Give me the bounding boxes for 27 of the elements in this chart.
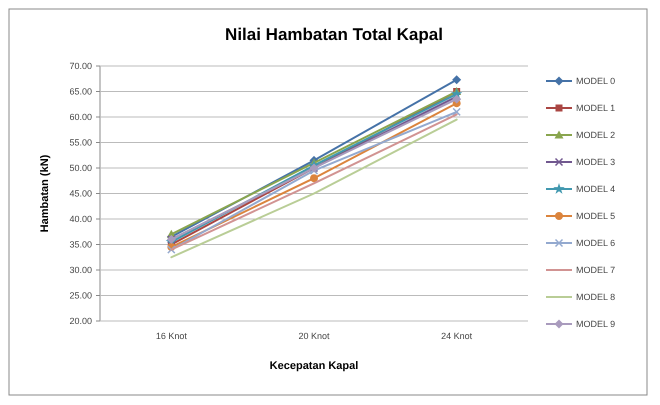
y-tick-label: 60.00 bbox=[69, 112, 92, 122]
y-axis-title: Hambatan (kN) bbox=[39, 154, 51, 232]
x-tick-label: 20 Knot bbox=[298, 331, 330, 341]
y-tick-label: 55.00 bbox=[69, 138, 92, 148]
legend-label: MODEL 6 bbox=[576, 238, 616, 248]
legend-label: MODEL 8 bbox=[576, 292, 616, 302]
y-tick-label: 35.00 bbox=[69, 240, 92, 250]
chart-title: Nilai Hambatan Total Kapal bbox=[225, 25, 443, 44]
y-tick-label: 20.00 bbox=[69, 316, 92, 326]
y-tick-label: 25.00 bbox=[69, 290, 92, 301]
y-tick-label: 30.00 bbox=[69, 265, 92, 276]
y-tick-label: 45.00 bbox=[69, 188, 92, 199]
legend-label: MODEL 9 bbox=[576, 319, 616, 330]
legend-label: MODEL 7 bbox=[576, 265, 616, 276]
x-axis-title: Kecepatan Kapal bbox=[270, 360, 358, 372]
legend-label: MODEL 1 bbox=[576, 103, 616, 114]
legend-label: MODEL 5 bbox=[576, 211, 616, 222]
x-tick-label: 24 Knot bbox=[441, 331, 473, 341]
legend-label: MODEL 3 bbox=[576, 157, 616, 168]
legend-label: MODEL 4 bbox=[576, 184, 616, 194]
legend-label: MODEL 2 bbox=[576, 130, 616, 140]
y-tick-label: 70.00 bbox=[69, 61, 92, 72]
y-tick-label: 50.00 bbox=[69, 163, 92, 174]
x-tick-label: 16 Knot bbox=[156, 331, 188, 341]
y-tick-label: 65.00 bbox=[69, 86, 92, 97]
legend-label: MODEL 0 bbox=[576, 76, 616, 86]
y-tick-label: 40.00 bbox=[69, 214, 92, 224]
